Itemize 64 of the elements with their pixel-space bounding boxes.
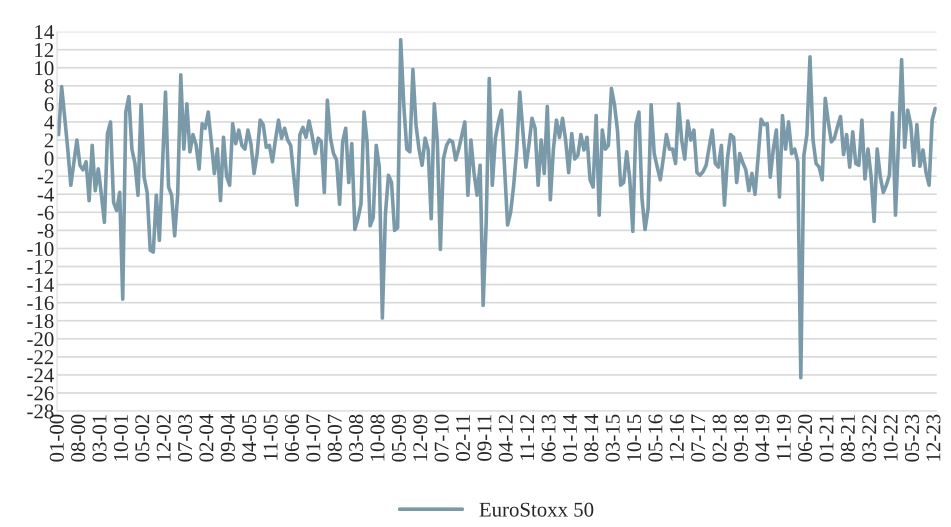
y-tick-label: -6	[38, 206, 54, 220]
x-tick-label: 03-01	[92, 415, 107, 462]
x-tick-label: 12-23	[926, 414, 940, 461]
y-tick-label: -8	[38, 224, 54, 238]
x-tick-label: 06-06	[284, 414, 299, 462]
line-series	[57, 38, 937, 380]
x-tick-label: 10-08	[370, 414, 385, 461]
x-tick-label: 11-05	[264, 414, 278, 460]
x-tick-label: 04-12	[498, 414, 513, 462]
y-tick-label: 14	[35, 25, 54, 39]
x-tick-label: 04-19	[755, 414, 770, 462]
x-tick-label: 09-11	[477, 415, 492, 461]
x-tick-label: 07-17	[691, 414, 706, 462]
x-tick-label: 09-18	[734, 414, 748, 462]
x-tick-label: 05-09	[392, 414, 406, 462]
legend-label: EuroStoxx 50	[480, 502, 594, 517]
x-tick-label: 10-22	[884, 414, 898, 461]
x-tick-label: 11-19	[776, 414, 791, 460]
x-tick-label: 03-08	[349, 414, 364, 462]
y-tick-label: -20	[27, 332, 54, 346]
y-tick-label: 10	[35, 61, 54, 76]
x-tick-label: 10-01	[114, 415, 128, 461]
y-tick-label: -24	[27, 368, 54, 382]
y-tick-label: -16	[27, 296, 54, 310]
y-tick-label: -4	[38, 188, 54, 202]
y-tick-label: -12	[27, 260, 54, 274]
x-tick-label: 02-11	[456, 415, 470, 461]
x-tick-label: 01-21	[819, 415, 834, 462]
x-tick-label: 02-18	[712, 414, 727, 462]
x-tick-label: 08-14	[584, 414, 598, 462]
x-tick-label: 03-22	[862, 414, 876, 462]
y-tick-label: -2	[38, 170, 54, 184]
x-tick-label: 08-00	[71, 414, 86, 462]
x-tick-label: 08-21	[840, 415, 855, 462]
x-tick-label: 01-07	[306, 414, 320, 462]
x-tick-label: 10-15	[627, 414, 642, 461]
x-tick-label: 05-23	[904, 414, 920, 462]
x-tick-label: 06-20	[798, 414, 812, 462]
y-tick-label: 0	[44, 151, 54, 166]
y-tick-label: -10	[27, 242, 54, 256]
x-tick-label: 05-02	[135, 414, 150, 462]
y-tick-label: 6	[44, 97, 54, 112]
x-tick-label: 07-03	[178, 414, 192, 462]
x-tick-label: 09-04	[220, 414, 235, 462]
x-tick-label: 05-16	[648, 414, 662, 462]
x-tick-label: 12-09	[413, 414, 428, 461]
x-tick-label: 01-14	[562, 414, 577, 462]
y-tick-label: -22	[27, 350, 54, 364]
x-tick-label: 04-05	[242, 414, 256, 462]
y-tick-label: 8	[44, 79, 54, 94]
y-tick-label: -26	[27, 386, 54, 400]
y-tick-label: 4	[44, 115, 54, 130]
x-tick-label: 12-16	[670, 414, 684, 461]
x-tick-label: 08-07	[328, 414, 342, 462]
y-tick-label: -14	[27, 278, 54, 292]
x-tick-label: 02-04	[199, 414, 214, 462]
y-tick-label: 12	[35, 43, 54, 57]
x-tick-label: 12-02	[156, 414, 171, 461]
x-tick-label: 11-12	[520, 414, 534, 460]
y-tick-label: -18	[27, 314, 54, 328]
y-tick-label: 2	[44, 133, 54, 148]
x-tick-label: 03-15	[606, 414, 620, 462]
x-tick-label: 06-13	[542, 414, 556, 462]
x-tick-label: 07-10	[434, 414, 449, 462]
